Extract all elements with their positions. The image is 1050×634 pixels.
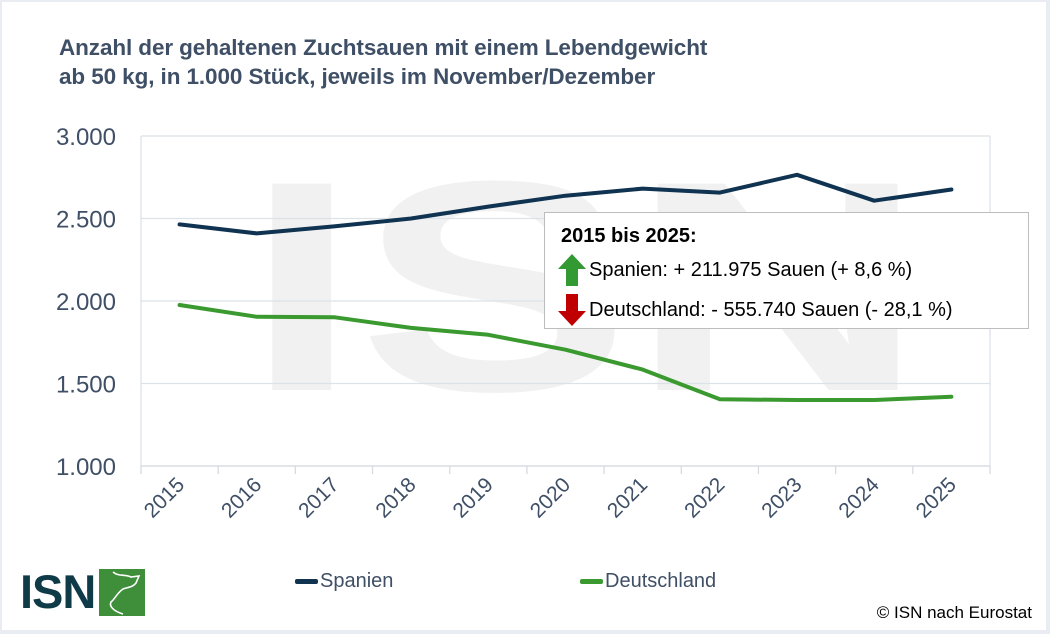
pig-silhouette-icon bbox=[99, 568, 146, 616]
annotation-spain: Spanien: + 211.975 Sauen (+ 8,6 %) bbox=[557, 253, 912, 287]
x-tick-label: 2023 bbox=[757, 473, 806, 522]
y-tick-label: 1.500 bbox=[56, 372, 116, 399]
y-tick-label: 3.000 bbox=[56, 124, 116, 151]
x-tick-label: 2016 bbox=[217, 473, 266, 522]
arrow-up-icon bbox=[558, 254, 586, 286]
x-tick-label: 2020 bbox=[526, 473, 575, 522]
x-tick-label: 2025 bbox=[912, 473, 961, 522]
legend-item-deutschland: Deutschland bbox=[580, 570, 716, 593]
annotation-germany: Deutschland: - 555.740 Sauen (- 28,1 %) bbox=[557, 293, 953, 327]
isn-logo: ISN bbox=[20, 565, 146, 618]
x-tick-label: 2022 bbox=[680, 473, 729, 522]
y-tick-label: 2.000 bbox=[56, 289, 116, 316]
legend-item-spanien: Spanien bbox=[295, 570, 393, 593]
annotation-box: 2015 bis 2025: Spanien: + 211.975 Sauen … bbox=[544, 212, 1029, 329]
chart-title: Anzahl der gehaltenen Zuchtsauen mit ein… bbox=[59, 33, 707, 91]
legend-label-spanien: Spanien bbox=[320, 570, 394, 592]
source-note: © ISN nach Eurostat bbox=[876, 603, 1032, 622]
annotation-heading: 2015 bis 2025: bbox=[561, 225, 697, 247]
arrow-down-icon bbox=[558, 294, 586, 326]
y-tick-label: 1.000 bbox=[56, 454, 116, 481]
y-tick-label: 2.500 bbox=[56, 207, 116, 234]
x-tick-label: 2021 bbox=[603, 473, 652, 522]
chart-title-line-1: Anzahl der gehaltenen Zuchtsauen mit ein… bbox=[59, 35, 708, 60]
legend-label-deutschland: Deutschland bbox=[605, 570, 717, 592]
y-axis-ticks: 1.000 1.500 2.000 2.500 3.000 bbox=[56, 124, 116, 481]
x-tick-label: 2015 bbox=[140, 473, 189, 522]
chart-title-line-2: ab 50 kg, in 1.000 Stück, jeweils im Nov… bbox=[59, 64, 656, 89]
x-tick-label: 2024 bbox=[834, 473, 884, 523]
series-lines bbox=[177, 172, 954, 402]
annotation-spain-text: Spanien: + 211.975 Sauen (+ 8,6 %) bbox=[589, 258, 913, 281]
logo-text: ISN bbox=[20, 565, 96, 618]
annotation-germany-text: Deutschland: - 555.740 Sauen (- 28,1 %) bbox=[589, 298, 953, 321]
legend-swatch-deutschland bbox=[580, 579, 603, 584]
legend-swatch-spanien bbox=[295, 579, 318, 584]
x-tick-label: 2019 bbox=[449, 473, 498, 522]
x-tick-label: 2018 bbox=[371, 473, 420, 522]
x-axis: 2015 2016 2017 2018 2019 2020 2021 2022 2023 2024… bbox=[140, 465, 991, 523]
x-tick-label: 2017 bbox=[294, 473, 343, 522]
